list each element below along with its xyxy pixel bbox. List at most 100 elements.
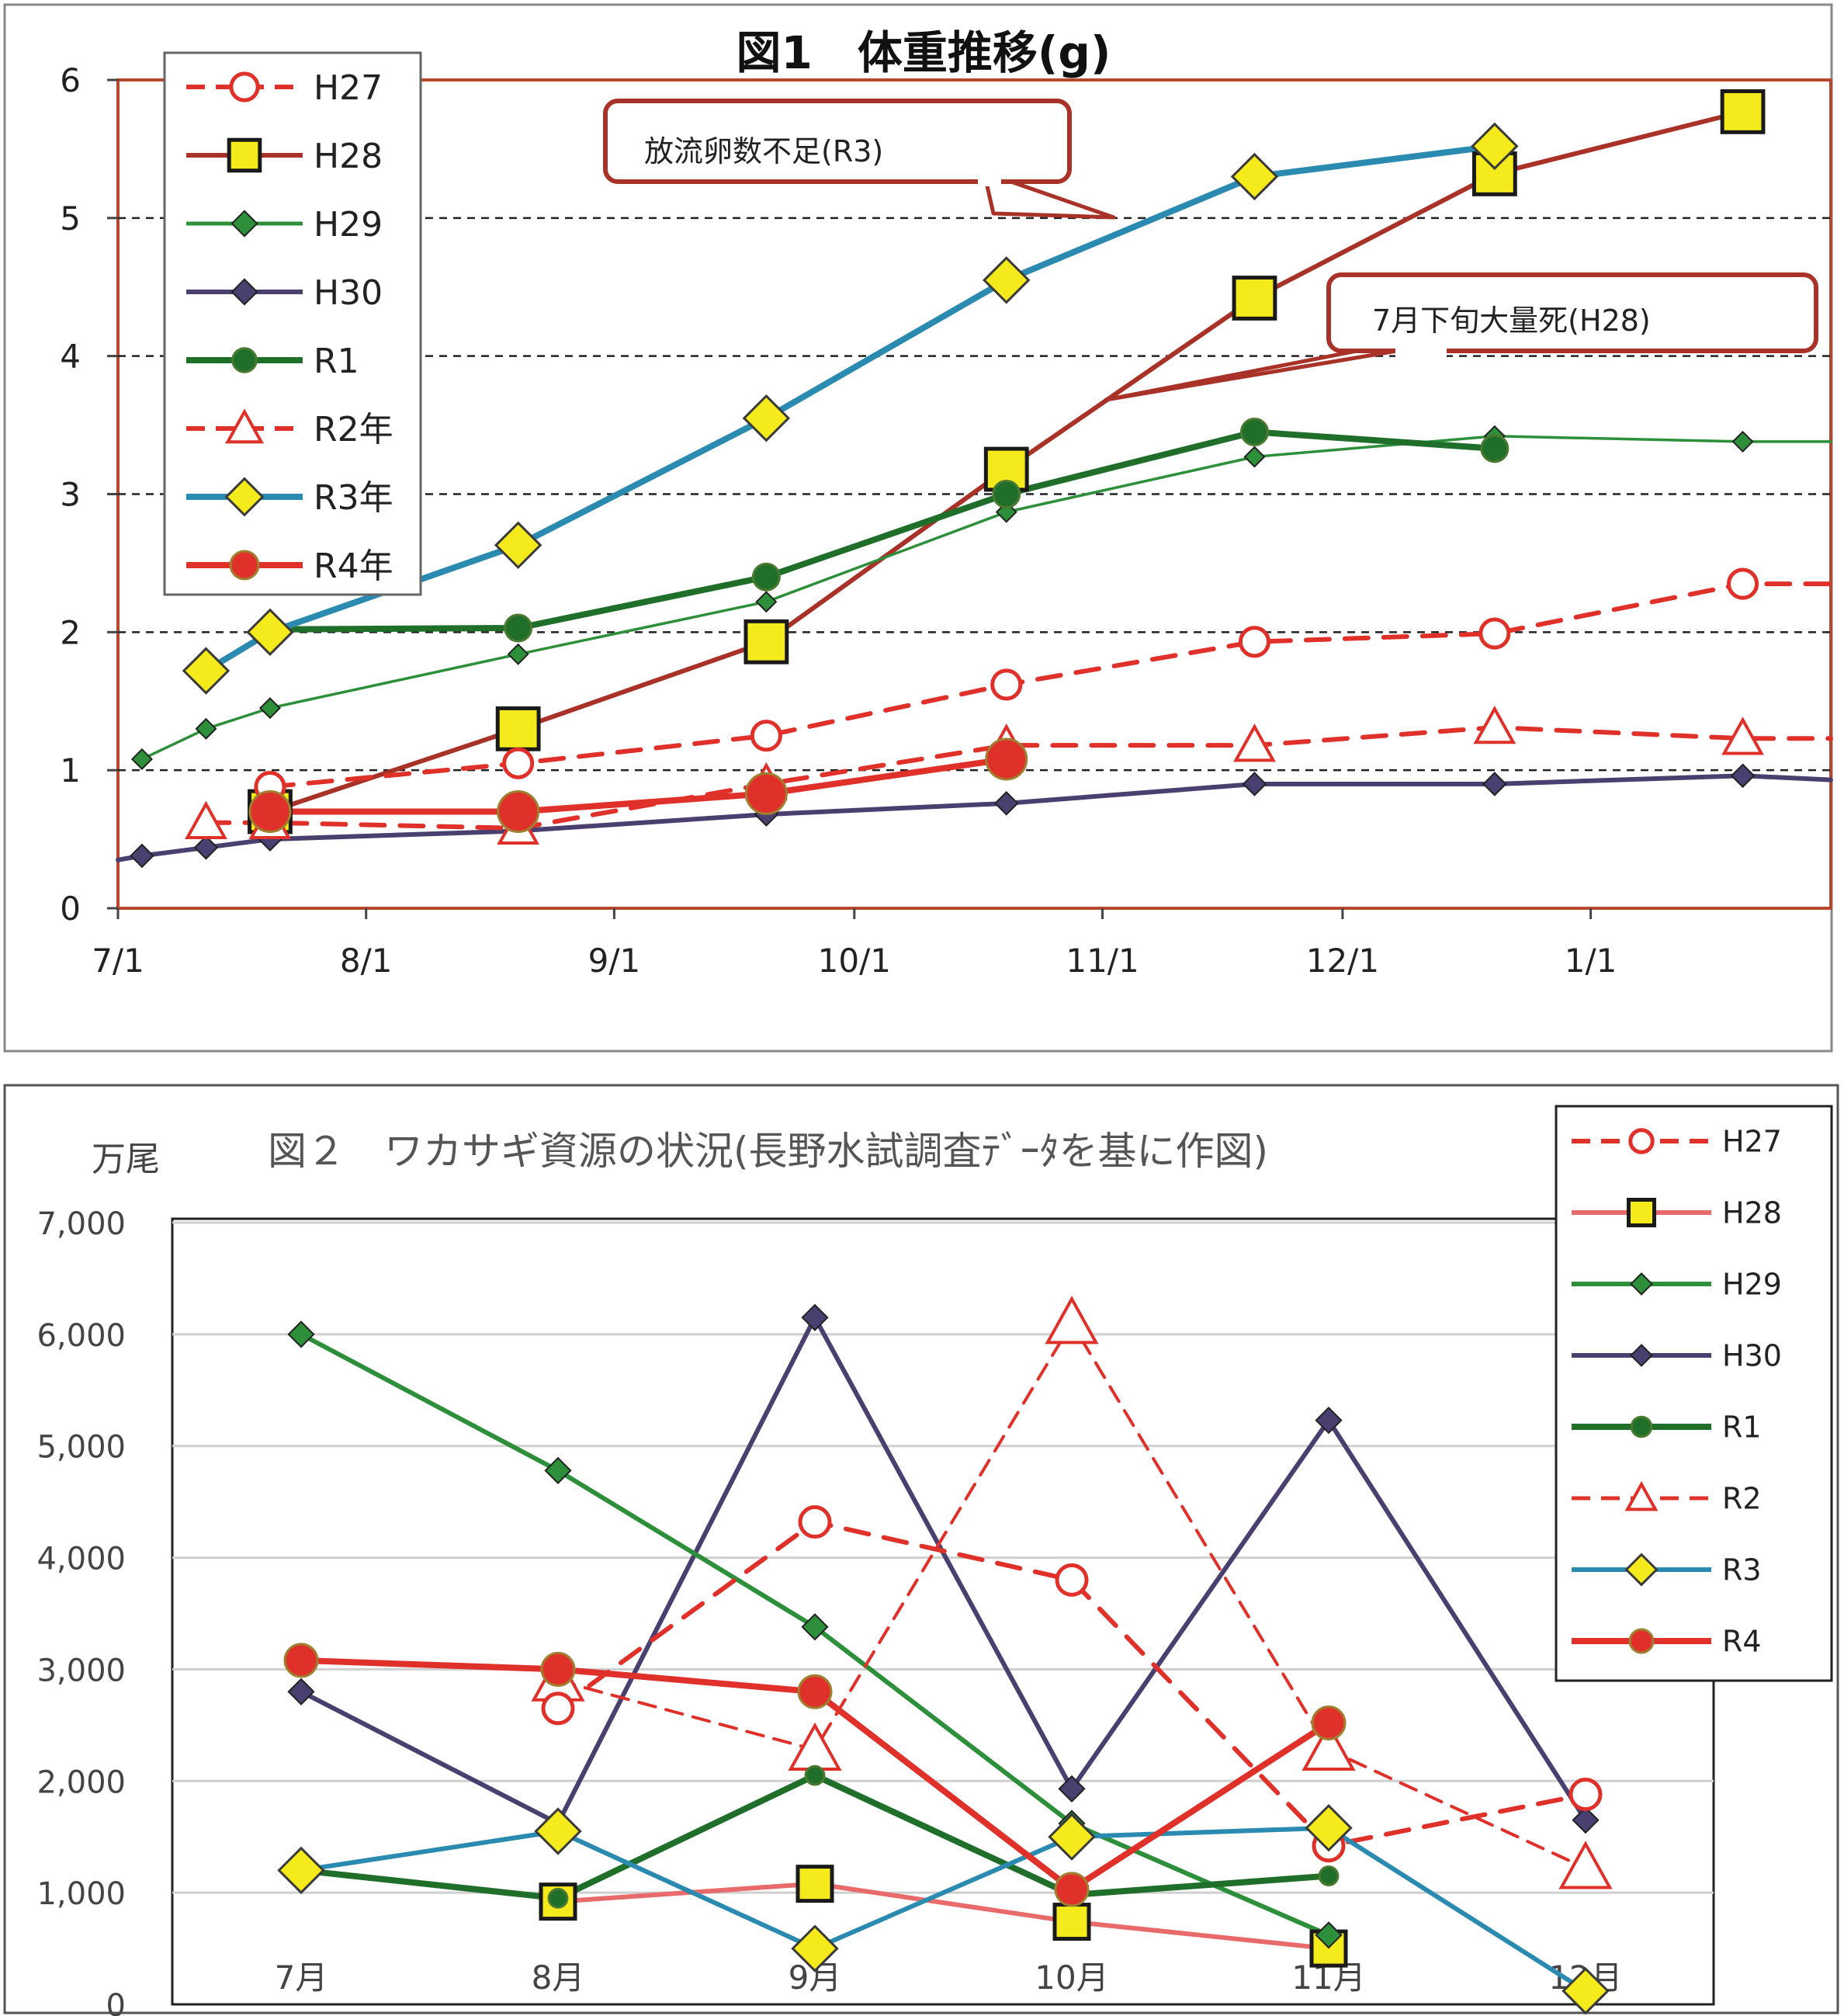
- data-point: [1478, 617, 1511, 650]
- legend-label: R4: [1722, 1625, 1762, 1659]
- data-point: [1624, 1553, 1659, 1587]
- y-tick-label: 0: [60, 890, 81, 928]
- y-unit-label: 万尾: [92, 1140, 160, 1179]
- data-point: [534, 1807, 582, 1855]
- series-R3: [299, 1825, 1588, 1993]
- legend-label: H27: [314, 68, 383, 108]
- annotation-label: 放流卵数不足(R3): [644, 134, 883, 168]
- data-point: [1628, 1628, 1655, 1654]
- series-markers-R4年: [248, 737, 1028, 834]
- data-point: [1471, 151, 1517, 196]
- legend-item: H29: [1572, 1268, 1782, 1302]
- legend-box: [1555, 1105, 1833, 1682]
- data-point: [742, 394, 791, 442]
- legend-label: R1: [1722, 1411, 1762, 1445]
- data-point: [750, 720, 782, 752]
- series-markers-H29: [130, 425, 1754, 770]
- data-point: [1233, 723, 1276, 762]
- data-point: [1054, 1872, 1090, 1907]
- data-point: [798, 1505, 832, 1539]
- data-point: [1232, 276, 1277, 321]
- data-point: [287, 1678, 315, 1705]
- series-layer: [277, 1296, 1613, 2015]
- data-point: [993, 791, 1019, 816]
- y-tick-label: 1: [60, 751, 81, 789]
- data-point: [182, 647, 230, 695]
- legend-item: H30: [1572, 1339, 1782, 1373]
- legend-label: R1: [314, 342, 359, 381]
- data-point: [1052, 1903, 1091, 1941]
- legend-box: [163, 51, 422, 596]
- annotation-callout-h28: 7月下旬大量死(H28): [1104, 272, 1818, 402]
- data-point: [990, 668, 1023, 701]
- data-point: [1562, 1967, 1610, 2015]
- data-point: [502, 747, 535, 779]
- data-point: [755, 591, 778, 613]
- legend-item: R2: [1572, 1480, 1762, 1516]
- data-point: [1315, 1921, 1343, 1949]
- y-tick-label: 3: [60, 476, 81, 514]
- data-point: [795, 1865, 834, 1903]
- data-point: [1568, 1778, 1603, 1812]
- annotation-callout-r3: 放流卵数不足(R3): [603, 99, 1116, 220]
- data-point: [983, 256, 1031, 304]
- legend-label: H27: [1722, 1125, 1782, 1159]
- series-markers-H28: [248, 89, 1766, 835]
- data-point: [1628, 1128, 1655, 1154]
- data-point: [229, 550, 260, 581]
- series-line: [267, 581, 1833, 789]
- legend-item: R1: [1572, 1411, 1762, 1445]
- x-tick-label: 11/1: [1066, 942, 1139, 980]
- data-point: [540, 1651, 576, 1687]
- legend-item: R2年: [186, 408, 393, 449]
- legend-label: R2: [1722, 1482, 1762, 1516]
- data-point: [227, 137, 262, 173]
- data-point: [1243, 446, 1266, 468]
- legend-label: H28: [1722, 1196, 1782, 1230]
- data-point: [495, 706, 541, 751]
- data-point: [801, 1303, 829, 1331]
- data-point: [130, 843, 154, 869]
- plot-area: [171, 1217, 1715, 2006]
- legend-label: H30: [1722, 1339, 1782, 1373]
- legend-item: H27: [186, 68, 383, 108]
- series-R4年: [266, 755, 1010, 815]
- legend-item: H30: [186, 273, 383, 313]
- y-tick-label: 7,000: [36, 1206, 126, 1242]
- x-tick-label: 7/1: [92, 942, 144, 980]
- data-point: [547, 1887, 569, 1909]
- data-point: [992, 480, 1021, 508]
- x-tick-label: 10月: [1035, 1959, 1108, 1997]
- data-point: [801, 1613, 829, 1641]
- data-point: [541, 1692, 575, 1726]
- series-markers-R4: [283, 1643, 1347, 1907]
- data-point: [277, 1846, 325, 1895]
- data-point: [544, 1456, 572, 1484]
- x-tick-label: 8月: [532, 1959, 585, 1997]
- data-point: [1230, 152, 1279, 201]
- data-point: [1242, 772, 1267, 796]
- data-point: [804, 1764, 826, 1786]
- data-point: [246, 608, 294, 657]
- x-tick-label: 9/1: [588, 942, 641, 980]
- x-tick-label: 12/1: [1306, 942, 1379, 980]
- data-point: [193, 835, 219, 860]
- data-point: [1058, 1775, 1086, 1803]
- legend-item: H28: [186, 137, 383, 176]
- data-point: [1302, 1722, 1356, 1771]
- data-point: [1482, 772, 1507, 796]
- data-point: [1315, 1407, 1343, 1435]
- data-point: [283, 1643, 319, 1678]
- data-point: [1630, 1272, 1653, 1296]
- x-tick-label: 8/1: [340, 942, 393, 980]
- y-tick-label: 1,000: [36, 1876, 126, 1912]
- data-point: [1473, 705, 1516, 744]
- data-point: [1727, 567, 1759, 600]
- legend-label: R3: [1722, 1553, 1762, 1587]
- series-line: [299, 1825, 1588, 1993]
- legend-label: R2年: [314, 410, 393, 449]
- data-point: [1558, 1841, 1613, 1889]
- data-point: [1471, 122, 1519, 171]
- data-point: [1572, 1806, 1600, 1834]
- data-point: [1731, 430, 1754, 453]
